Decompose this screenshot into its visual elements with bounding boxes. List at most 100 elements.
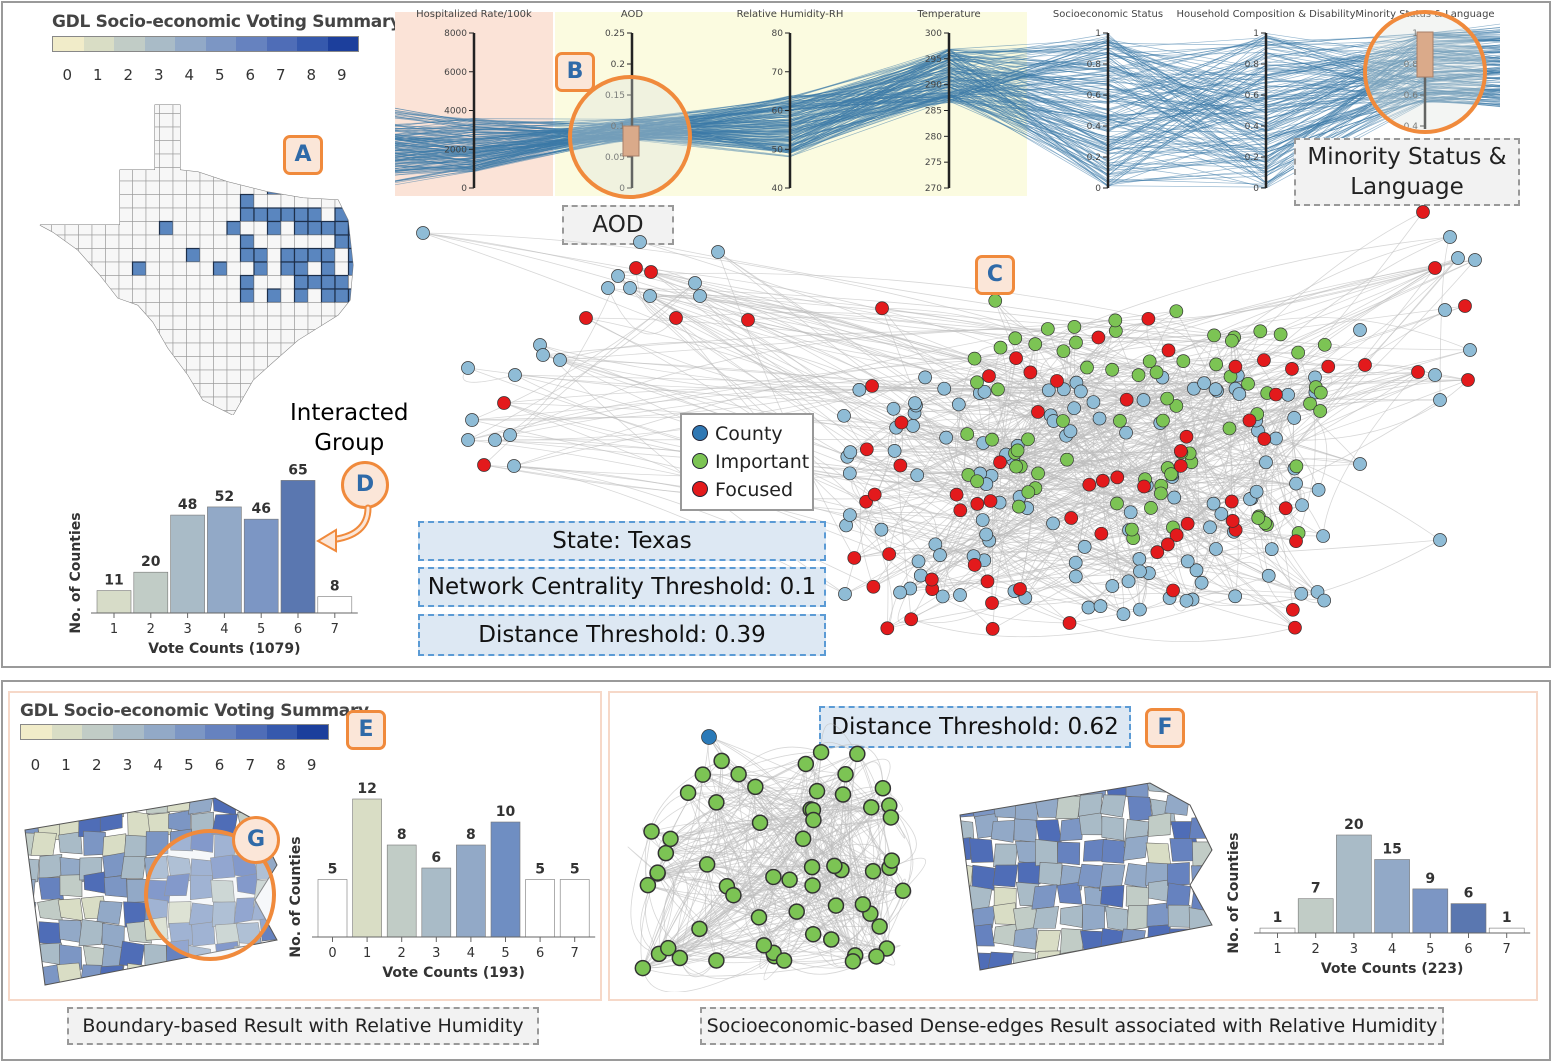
focused-node[interactable] bbox=[644, 265, 658, 279]
county-cell[interactable] bbox=[280, 194, 295, 209]
county-cell[interactable] bbox=[253, 302, 268, 317]
county-shape[interactable] bbox=[83, 871, 107, 894]
county-cell[interactable] bbox=[253, 342, 268, 357]
county-cell[interactable] bbox=[159, 100, 174, 114]
county-shape[interactable] bbox=[1037, 775, 1063, 800]
county-cell[interactable] bbox=[199, 126, 214, 141]
county-cell[interactable] bbox=[347, 261, 363, 277]
county-node[interactable] bbox=[1289, 476, 1303, 491]
county-cell[interactable] bbox=[132, 221, 147, 236]
county-cell[interactable] bbox=[362, 235, 368, 249]
county-cell[interactable] bbox=[294, 113, 309, 128]
county-node[interactable] bbox=[416, 226, 430, 240]
county-node[interactable] bbox=[1214, 507, 1229, 521]
county-cell[interactable] bbox=[347, 220, 363, 236]
county-shape[interactable] bbox=[98, 964, 124, 987]
county-cell[interactable] bbox=[38, 126, 52, 141]
focused-node[interactable] bbox=[970, 497, 985, 511]
county-shape[interactable] bbox=[15, 965, 35, 990]
county-cell[interactable] bbox=[293, 100, 309, 115]
important-node[interactable] bbox=[1012, 499, 1026, 514]
county-cell[interactable] bbox=[307, 180, 323, 196]
focused-node[interactable] bbox=[1141, 311, 1156, 326]
county-cell[interactable] bbox=[132, 383, 147, 398]
county-cell[interactable] bbox=[307, 356, 322, 371]
county-shape[interactable] bbox=[30, 831, 57, 856]
county-cell[interactable] bbox=[132, 194, 147, 209]
county-cell[interactable] bbox=[199, 342, 214, 357]
important-node[interactable] bbox=[827, 897, 845, 914]
county-cell[interactable] bbox=[239, 288, 255, 304]
county-cell[interactable] bbox=[64, 126, 79, 141]
county-cell[interactable] bbox=[51, 234, 66, 249]
county-cell[interactable] bbox=[186, 275, 201, 290]
county-cell[interactable] bbox=[362, 289, 368, 303]
county-cell[interactable] bbox=[118, 140, 133, 155]
important-node[interactable] bbox=[747, 778, 764, 796]
county-shape[interactable] bbox=[1187, 969, 1212, 975]
county-shape[interactable] bbox=[1078, 812, 1104, 836]
county-cell[interactable] bbox=[118, 396, 133, 411]
county-cell[interactable] bbox=[199, 302, 214, 317]
county-cell[interactable] bbox=[294, 342, 309, 357]
county-shape[interactable] bbox=[59, 790, 83, 810]
county-cell[interactable] bbox=[253, 167, 268, 182]
county-cell[interactable] bbox=[240, 369, 255, 384]
county-cell[interactable] bbox=[348, 113, 363, 128]
county-cell[interactable] bbox=[321, 356, 336, 371]
county-cell[interactable] bbox=[266, 126, 282, 142]
county-cell[interactable] bbox=[253, 396, 268, 411]
county-shape[interactable] bbox=[1146, 902, 1170, 928]
county-cell[interactable] bbox=[307, 315, 322, 330]
county-node[interactable] bbox=[1046, 516, 1060, 531]
county-cell[interactable] bbox=[51, 126, 66, 141]
county-cell[interactable] bbox=[186, 221, 201, 236]
county-cell[interactable] bbox=[307, 220, 323, 236]
county-cell[interactable] bbox=[240, 153, 255, 168]
county-cell[interactable] bbox=[105, 234, 120, 249]
county-cell[interactable] bbox=[186, 410, 201, 416]
county-cell[interactable] bbox=[267, 329, 282, 344]
county-cell[interactable] bbox=[51, 369, 66, 384]
county-shape[interactable] bbox=[950, 947, 975, 973]
county-cell[interactable] bbox=[91, 221, 106, 236]
county-cell[interactable] bbox=[321, 100, 336, 114]
county-cell[interactable] bbox=[199, 356, 214, 371]
county-cell[interactable] bbox=[105, 329, 120, 344]
county-cell[interactable] bbox=[38, 315, 52, 330]
county-cell[interactable] bbox=[212, 261, 228, 277]
county-cell[interactable] bbox=[105, 410, 120, 416]
county-cell[interactable] bbox=[334, 180, 349, 195]
county-cell[interactable] bbox=[199, 261, 214, 276]
county-cell[interactable] bbox=[226, 113, 241, 128]
county-cell[interactable] bbox=[307, 302, 322, 317]
county-node[interactable] bbox=[874, 522, 889, 537]
county-cell[interactable] bbox=[348, 383, 363, 398]
county-cell[interactable] bbox=[199, 113, 214, 128]
minority-brush[interactable] bbox=[1416, 31, 1434, 78]
important-node[interactable] bbox=[1156, 413, 1170, 428]
county-shape[interactable] bbox=[145, 791, 170, 814]
county-cell[interactable] bbox=[64, 207, 79, 222]
county-cell[interactable] bbox=[78, 396, 93, 411]
county-cell[interactable] bbox=[253, 153, 268, 168]
county-shape[interactable] bbox=[253, 961, 279, 987]
county-shape[interactable] bbox=[37, 984, 61, 990]
county-node[interactable] bbox=[1468, 253, 1482, 267]
county-shape[interactable] bbox=[1167, 862, 1190, 886]
county-cell[interactable] bbox=[294, 315, 309, 330]
county-shape[interactable] bbox=[215, 923, 240, 948]
county-cell[interactable] bbox=[105, 369, 120, 384]
county-cell[interactable] bbox=[78, 315, 93, 330]
county-cell[interactable] bbox=[91, 126, 106, 141]
county-cell[interactable] bbox=[78, 126, 93, 141]
county-cell[interactable] bbox=[145, 315, 160, 330]
county-cell[interactable] bbox=[38, 383, 52, 398]
county-cell[interactable] bbox=[213, 207, 228, 222]
county-node[interactable] bbox=[1136, 393, 1151, 407]
county-shape[interactable] bbox=[950, 775, 971, 797]
county-cell[interactable] bbox=[321, 315, 336, 330]
county-cell[interactable] bbox=[145, 356, 160, 371]
county-cell[interactable] bbox=[199, 248, 214, 263]
county-cell[interactable] bbox=[213, 315, 228, 330]
